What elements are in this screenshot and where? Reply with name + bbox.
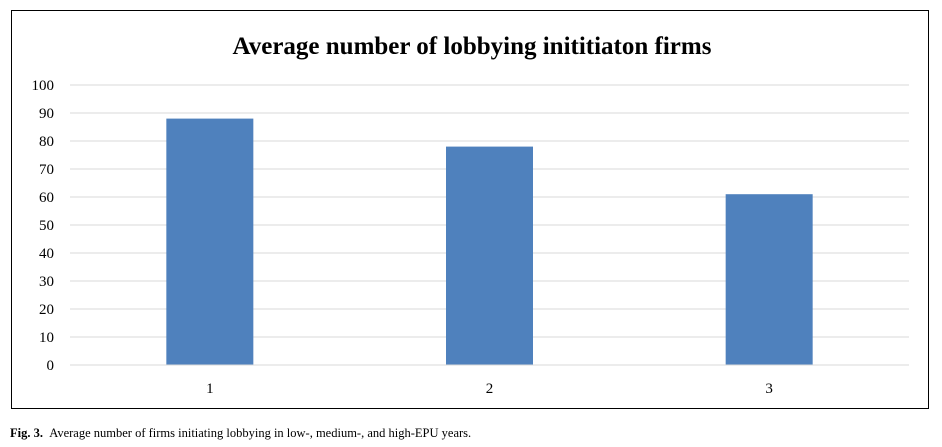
x-tick-label: 2	[486, 381, 494, 397]
y-tick-label: 10	[39, 330, 54, 346]
y-tick-label: 60	[39, 190, 54, 206]
x-axis-ticks: 1 2 3	[206, 381, 773, 397]
chart-frame: Average number of lobbying inititiaton f…	[11, 10, 929, 409]
y-tick-label: 50	[39, 218, 54, 234]
y-axis-ticks: 0 10 20 30 40 50 60 70 80 90 100	[32, 78, 55, 374]
caption-text: Average number of firms initiating lobby…	[49, 426, 472, 440]
y-tick-label: 80	[39, 134, 54, 150]
bar-1	[166, 118, 254, 365]
bar-2	[446, 146, 533, 365]
chart-title: Average number of lobbying inititiaton f…	[233, 33, 712, 60]
figure-caption: Fig. 3. Average number of firms initiati…	[10, 426, 471, 441]
y-tick-label: 20	[39, 302, 54, 318]
x-tick-label: 1	[206, 381, 214, 397]
y-tick-label: 90	[39, 106, 54, 122]
figure-label: Fig. 3.	[10, 426, 43, 440]
y-tick-label: 40	[39, 246, 54, 262]
bars	[166, 118, 813, 365]
y-tick-label: 100	[32, 78, 55, 94]
bar-3	[725, 194, 813, 365]
y-tick-label: 0	[47, 358, 55, 374]
y-tick-label: 30	[39, 274, 54, 290]
y-tick-label: 70	[39, 162, 54, 178]
bar-chart: Average number of lobbying inititiaton f…	[32, 33, 909, 397]
x-tick-label: 3	[765, 381, 773, 397]
